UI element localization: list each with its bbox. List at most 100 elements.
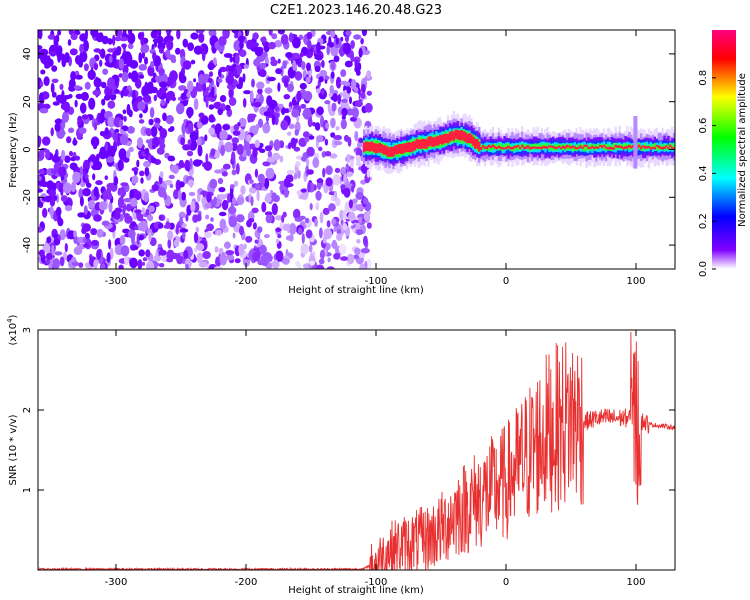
spectrogram-cell xyxy=(264,195,272,203)
spectrogram-ridge-cell xyxy=(532,146,535,149)
snr-panel: -300 -200 -100 0 100 1 2 3 Height of straight l… xyxy=(6,314,676,596)
spectrogram-cell xyxy=(106,252,111,263)
spectrogram-cell xyxy=(288,106,292,112)
spectrogram-cell xyxy=(217,177,224,185)
spectrogram-cell xyxy=(38,226,43,233)
spectrogram-cell xyxy=(118,264,124,269)
spectrogram-ridge-cell xyxy=(610,146,613,150)
spectrogram-ridge-cell xyxy=(653,147,656,150)
spectrogram-cell xyxy=(264,177,270,189)
spectrogram-ridge-cell xyxy=(435,136,438,146)
spectrogram-cell xyxy=(343,134,350,142)
spectrogram-cell xyxy=(183,249,189,260)
spectrogram-cell xyxy=(150,157,157,164)
spectrogram-cell xyxy=(307,117,313,128)
spectrogram-cell xyxy=(45,259,51,265)
spectrogram-cell xyxy=(283,177,291,189)
spectrogram-cell xyxy=(278,103,284,109)
spectrogram-ridge-cell xyxy=(470,134,473,144)
spectrogram-cell xyxy=(123,197,132,203)
spectrogram-cell xyxy=(74,99,78,108)
spectrogram-ridge-cell xyxy=(468,133,471,143)
spectrogram-cell xyxy=(130,197,138,207)
spectrogram-ridge-cell xyxy=(538,142,541,149)
spectrogram-cell xyxy=(92,89,102,96)
spectrogram-cell xyxy=(255,123,260,131)
spectrogram-cell xyxy=(166,258,174,263)
spectrogram-cell xyxy=(355,100,363,108)
spectrogram-ridge-cell xyxy=(671,143,674,149)
spectrogram-cell xyxy=(340,119,347,130)
spectrogram-ridge-cell xyxy=(622,144,625,151)
spectrogram-cell xyxy=(296,190,303,196)
spectrogram-cell xyxy=(55,206,62,217)
spectrogram-cell xyxy=(112,34,116,46)
spectrogram-cell xyxy=(165,114,174,125)
spectrogram-cell xyxy=(225,254,235,261)
spectrogram-cell xyxy=(246,134,252,143)
spectrogram-cell xyxy=(270,56,276,62)
spectrogram-cell xyxy=(51,78,59,84)
spectrogram-cell xyxy=(360,247,370,254)
spectrogram-cell xyxy=(198,261,208,268)
spectrogram-cell xyxy=(301,61,306,70)
spectrogram-ridge-cell xyxy=(513,145,516,149)
spectrogram-ridge-cell xyxy=(400,144,403,154)
spectrogram-ridge-cell xyxy=(421,138,424,149)
spectrogram-cell xyxy=(333,135,342,140)
spectrogram-ridge-cell xyxy=(665,145,668,148)
spectrogram-cell xyxy=(325,165,333,175)
spectrogram-cell xyxy=(137,101,146,111)
spectrogram-cell xyxy=(366,222,372,229)
spectrogram-cell xyxy=(126,150,131,159)
spectrogram-cell xyxy=(117,159,124,171)
spectrogram-ridge-cell xyxy=(363,142,366,153)
spectrogram-ridge-cell xyxy=(612,147,615,150)
spectrogram-cell xyxy=(50,127,54,137)
spectrogram-ridge-cell xyxy=(534,143,537,149)
spectrogram-cell xyxy=(143,192,149,203)
snr-xlabel: Height of straight line (km) xyxy=(288,585,424,596)
spectrogram-cell xyxy=(163,224,172,229)
spectrogram-cell xyxy=(73,137,77,146)
spectrogram-cell xyxy=(314,65,321,73)
spectrogram-cell xyxy=(93,186,99,198)
spectrogram-cell xyxy=(238,243,245,256)
colorbar-tick-label: 0.2 xyxy=(698,213,709,229)
spectrogram-cell xyxy=(335,37,339,45)
spectrogram-ridge-cell xyxy=(431,137,434,147)
spectrogram-cell xyxy=(345,30,352,36)
spectrogram-cell xyxy=(257,88,263,95)
spectrogram-cell xyxy=(83,39,89,52)
spectrogram-ridge-cell xyxy=(606,147,610,150)
spectrogram-cell xyxy=(263,234,270,239)
spectrogram-cell xyxy=(218,211,227,217)
spectrogram-cell xyxy=(366,70,372,79)
spectrogram-cell xyxy=(246,39,254,50)
spectrogram-cell xyxy=(185,263,189,269)
spectrogram-cell xyxy=(75,74,83,80)
spectrogram-ridge-cell xyxy=(456,130,459,140)
spectrogram-ytick-label: 40 xyxy=(22,48,33,61)
spectrogram-cell xyxy=(318,146,323,152)
spectrogram-cell xyxy=(195,226,200,233)
spectrogram-cell xyxy=(175,223,179,235)
spectrogram-ridge-cell xyxy=(546,146,549,149)
spectrogram-cell xyxy=(366,258,372,269)
spectrogram-cell xyxy=(248,218,255,223)
spectrogram-cell xyxy=(113,176,119,186)
spectrogram-cell xyxy=(38,92,44,104)
spectrogram-ridge-cell xyxy=(630,145,633,149)
spectrogram-cell xyxy=(181,122,186,135)
colorbar-gradient xyxy=(712,30,736,269)
spectrogram-cell xyxy=(283,78,289,88)
spectrogram-ridge-cell xyxy=(429,135,432,146)
spectrogram-cell xyxy=(83,168,87,177)
spectrogram-cell xyxy=(166,80,171,87)
spectrogram-cell xyxy=(119,134,129,146)
spectrogram-cell xyxy=(47,34,56,40)
spectrogram-cell xyxy=(133,190,142,201)
spectrogram-ridge-cell xyxy=(536,146,539,149)
snr-ytick-label: 1 xyxy=(22,487,33,493)
spectrogram-cell xyxy=(208,83,212,92)
